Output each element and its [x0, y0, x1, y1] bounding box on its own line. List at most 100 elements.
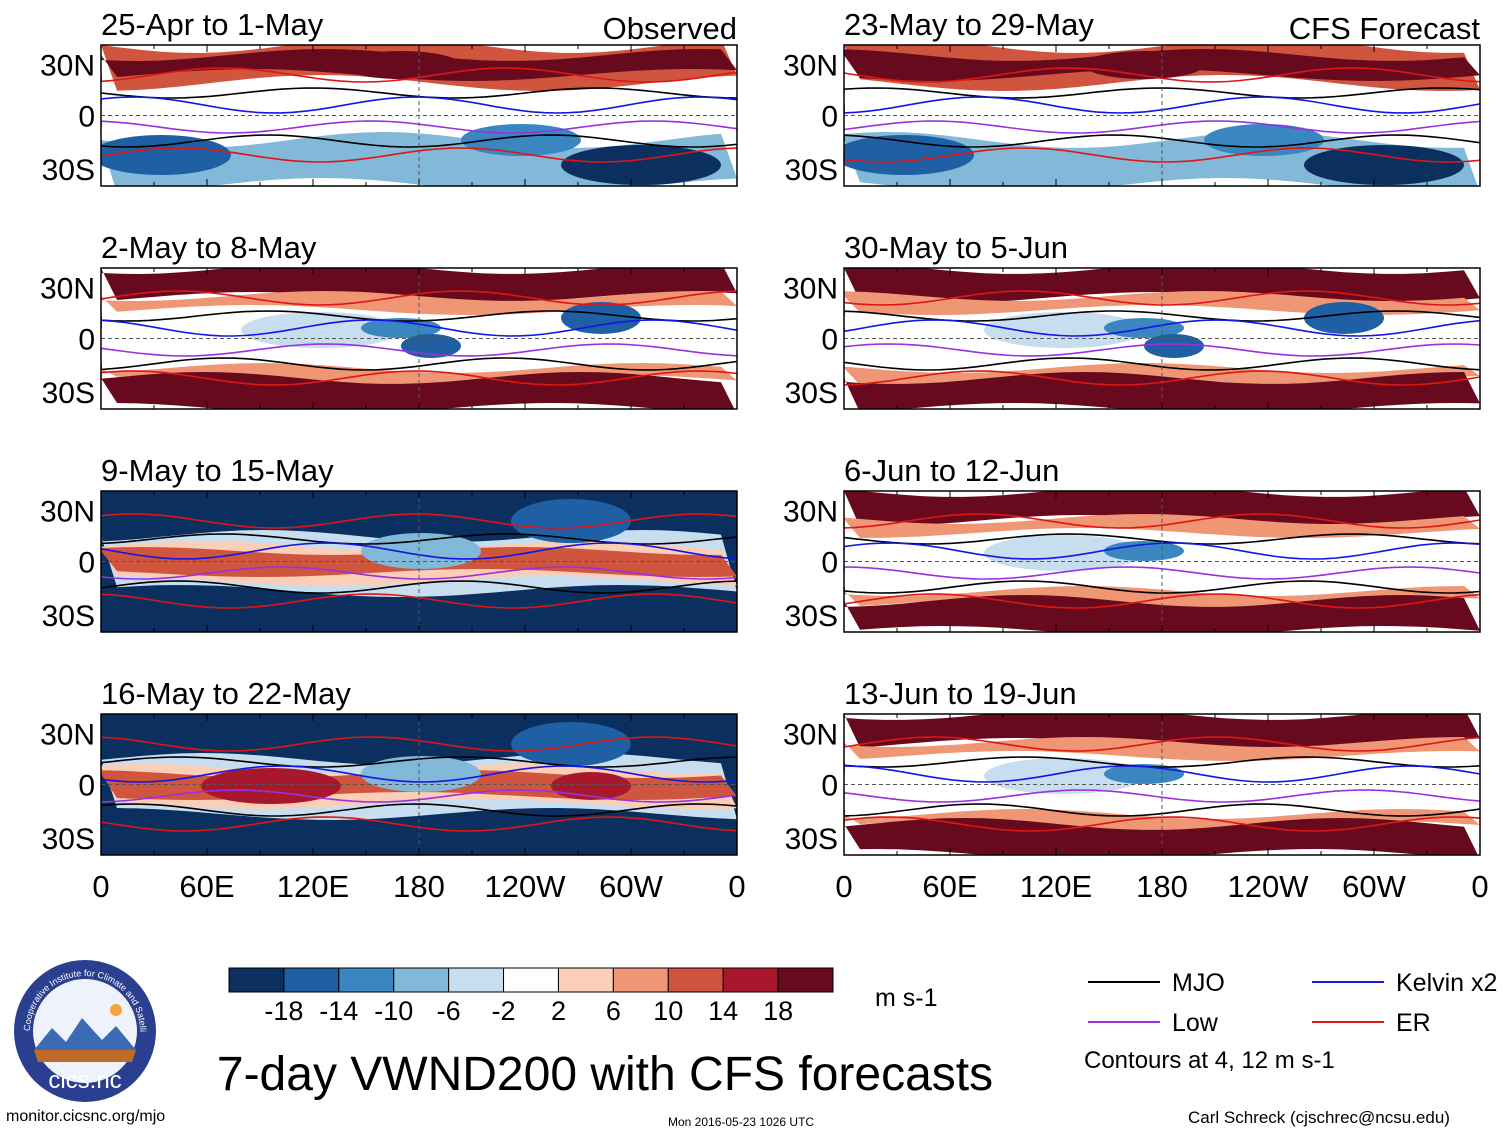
er-contour — [844, 290, 1480, 306]
er-contour — [101, 147, 737, 163]
y-tick-label: 30N — [783, 273, 838, 306]
kelvin-contour — [101, 96, 737, 114]
x-tick-label: 0 — [835, 869, 852, 904]
low-contour — [101, 343, 737, 357]
mjo-contour — [844, 134, 1480, 148]
colorbar-tick-label: 6 — [606, 996, 621, 1026]
shading-blob — [361, 756, 481, 792]
low-contour — [101, 789, 737, 803]
shading-blob — [341, 51, 461, 79]
x-tick-label: 120W — [1228, 869, 1310, 904]
shading-blob — [1304, 145, 1464, 185]
er-contour — [101, 67, 737, 83]
y-tick-label: 0 — [78, 770, 95, 803]
x-tick-label: 60W — [599, 869, 663, 904]
cfs-forecast-label: CFS Forecast — [1289, 11, 1481, 46]
low-contour — [844, 120, 1480, 134]
er-contour — [844, 147, 1480, 163]
y-tick-label: 30S — [785, 600, 838, 633]
mjo-contour — [101, 803, 737, 817]
shading-band — [844, 491, 1480, 527]
shading-blob — [561, 302, 641, 334]
shading-band — [101, 372, 735, 409]
y-tick-label: 0 — [78, 101, 95, 134]
y-tick-label: 30N — [40, 273, 95, 306]
y-tick-label: 30S — [785, 154, 838, 187]
shading-blob — [361, 318, 441, 338]
kelvin-contour — [101, 765, 737, 783]
x-tick-label: 0 — [92, 869, 109, 904]
y-tick-label: 30S — [42, 600, 95, 633]
mjo-contour — [844, 87, 1480, 99]
low-contour — [101, 120, 737, 134]
er-contour — [101, 816, 737, 832]
colorbar-units: m s-1 — [875, 984, 938, 1012]
x-tick-label: 120E — [1020, 869, 1092, 904]
panel-period-title: 13-Jun to 19-Jun — [844, 676, 1077, 711]
er-contour — [844, 67, 1480, 83]
colorbar: -18 -14 -10 -6 -2 2 6 10 14 18 m s-1 — [228, 967, 938, 1026]
er-contour — [844, 593, 1480, 609]
figure-title: 7-day VWND200 with CFS forecasts — [217, 1048, 993, 1101]
kelvin-contour — [101, 319, 737, 337]
y-tick-label: 30S — [785, 377, 838, 410]
shading-blob — [511, 499, 631, 543]
er-contour — [844, 736, 1480, 752]
y-tick-label: 0 — [821, 547, 838, 580]
footer-timestamp: Mon 2016-05-23 1026 UTC — [668, 1115, 815, 1129]
panel-7: 30N 0 30S 6-Jun to 12-Jun — [783, 453, 1481, 633]
shading-band — [844, 818, 1478, 855]
y-tick-label: 30S — [42, 377, 95, 410]
shading-band — [844, 268, 1480, 304]
colorbar-swatch — [612, 967, 669, 993]
er-contour — [101, 290, 737, 306]
shading-blob — [101, 135, 231, 175]
x-tick-label: 0 — [1471, 869, 1488, 904]
x-tick-label: 180 — [1136, 869, 1188, 904]
colorbar-swatch — [557, 967, 614, 993]
y-tick-label: 30N — [783, 50, 838, 83]
colorbar-tick-label: 2 — [551, 996, 566, 1026]
low-contour — [844, 343, 1480, 357]
low-contour — [844, 789, 1480, 803]
panel-8: 30N 0 30S 13-Jun to 19-Jun 0 60E 120E 180 120W 60… — [783, 676, 1489, 904]
shading-blob — [201, 768, 341, 804]
colorbar-swatch — [283, 967, 340, 993]
colorbar-swatch — [393, 967, 450, 993]
legend-label: ER — [1396, 1009, 1431, 1037]
shading-band — [844, 714, 1480, 750]
y-tick-label: 0 — [78, 547, 95, 580]
footer-url[interactable]: monitor.cicsnc.org/mjo — [6, 1108, 166, 1125]
colorbar-tick-label: -2 — [492, 996, 516, 1026]
panel-period-title: 23-May to 29-May — [844, 7, 1094, 42]
shading-blob — [361, 533, 481, 569]
shading-blob — [511, 722, 631, 766]
y-tick-label: 30S — [785, 823, 838, 856]
mjo-contour — [844, 803, 1480, 817]
y-tick-label: 30N — [783, 496, 838, 529]
shading-blob — [1304, 302, 1384, 334]
kelvin-contour — [844, 319, 1480, 337]
er-contour — [844, 816, 1480, 832]
colorbar-swatch — [228, 967, 285, 993]
x-tick-label: 0 — [728, 869, 745, 904]
mjo-contour — [844, 580, 1480, 594]
y-tick-label: 0 — [78, 324, 95, 357]
x-tick-label: 60E — [922, 869, 977, 904]
x-tick-label: 120E — [277, 869, 349, 904]
colorbar-swatch — [338, 967, 395, 993]
legend-label: Kelvin x2 — [1396, 969, 1497, 997]
footer-credit: Carl Schreck (cjschrec@ncsu.edu) — [1188, 1108, 1450, 1127]
y-tick-label: 0 — [821, 101, 838, 134]
legend-label: Low — [1172, 1009, 1219, 1037]
x-tick-label: 60W — [1342, 869, 1406, 904]
y-tick-label: 0 — [821, 770, 838, 803]
panel-3: 30N 0 30S 9-May to 15-May — [40, 453, 738, 633]
y-tick-label: 30N — [40, 719, 95, 752]
y-tick-label: 30N — [40, 496, 95, 529]
colorbar-tick-label: 18 — [763, 996, 793, 1026]
colorbar-swatch — [667, 967, 724, 993]
colorbar-swatch — [777, 967, 834, 993]
mjo-contour — [101, 756, 737, 768]
low-contour — [101, 566, 737, 580]
